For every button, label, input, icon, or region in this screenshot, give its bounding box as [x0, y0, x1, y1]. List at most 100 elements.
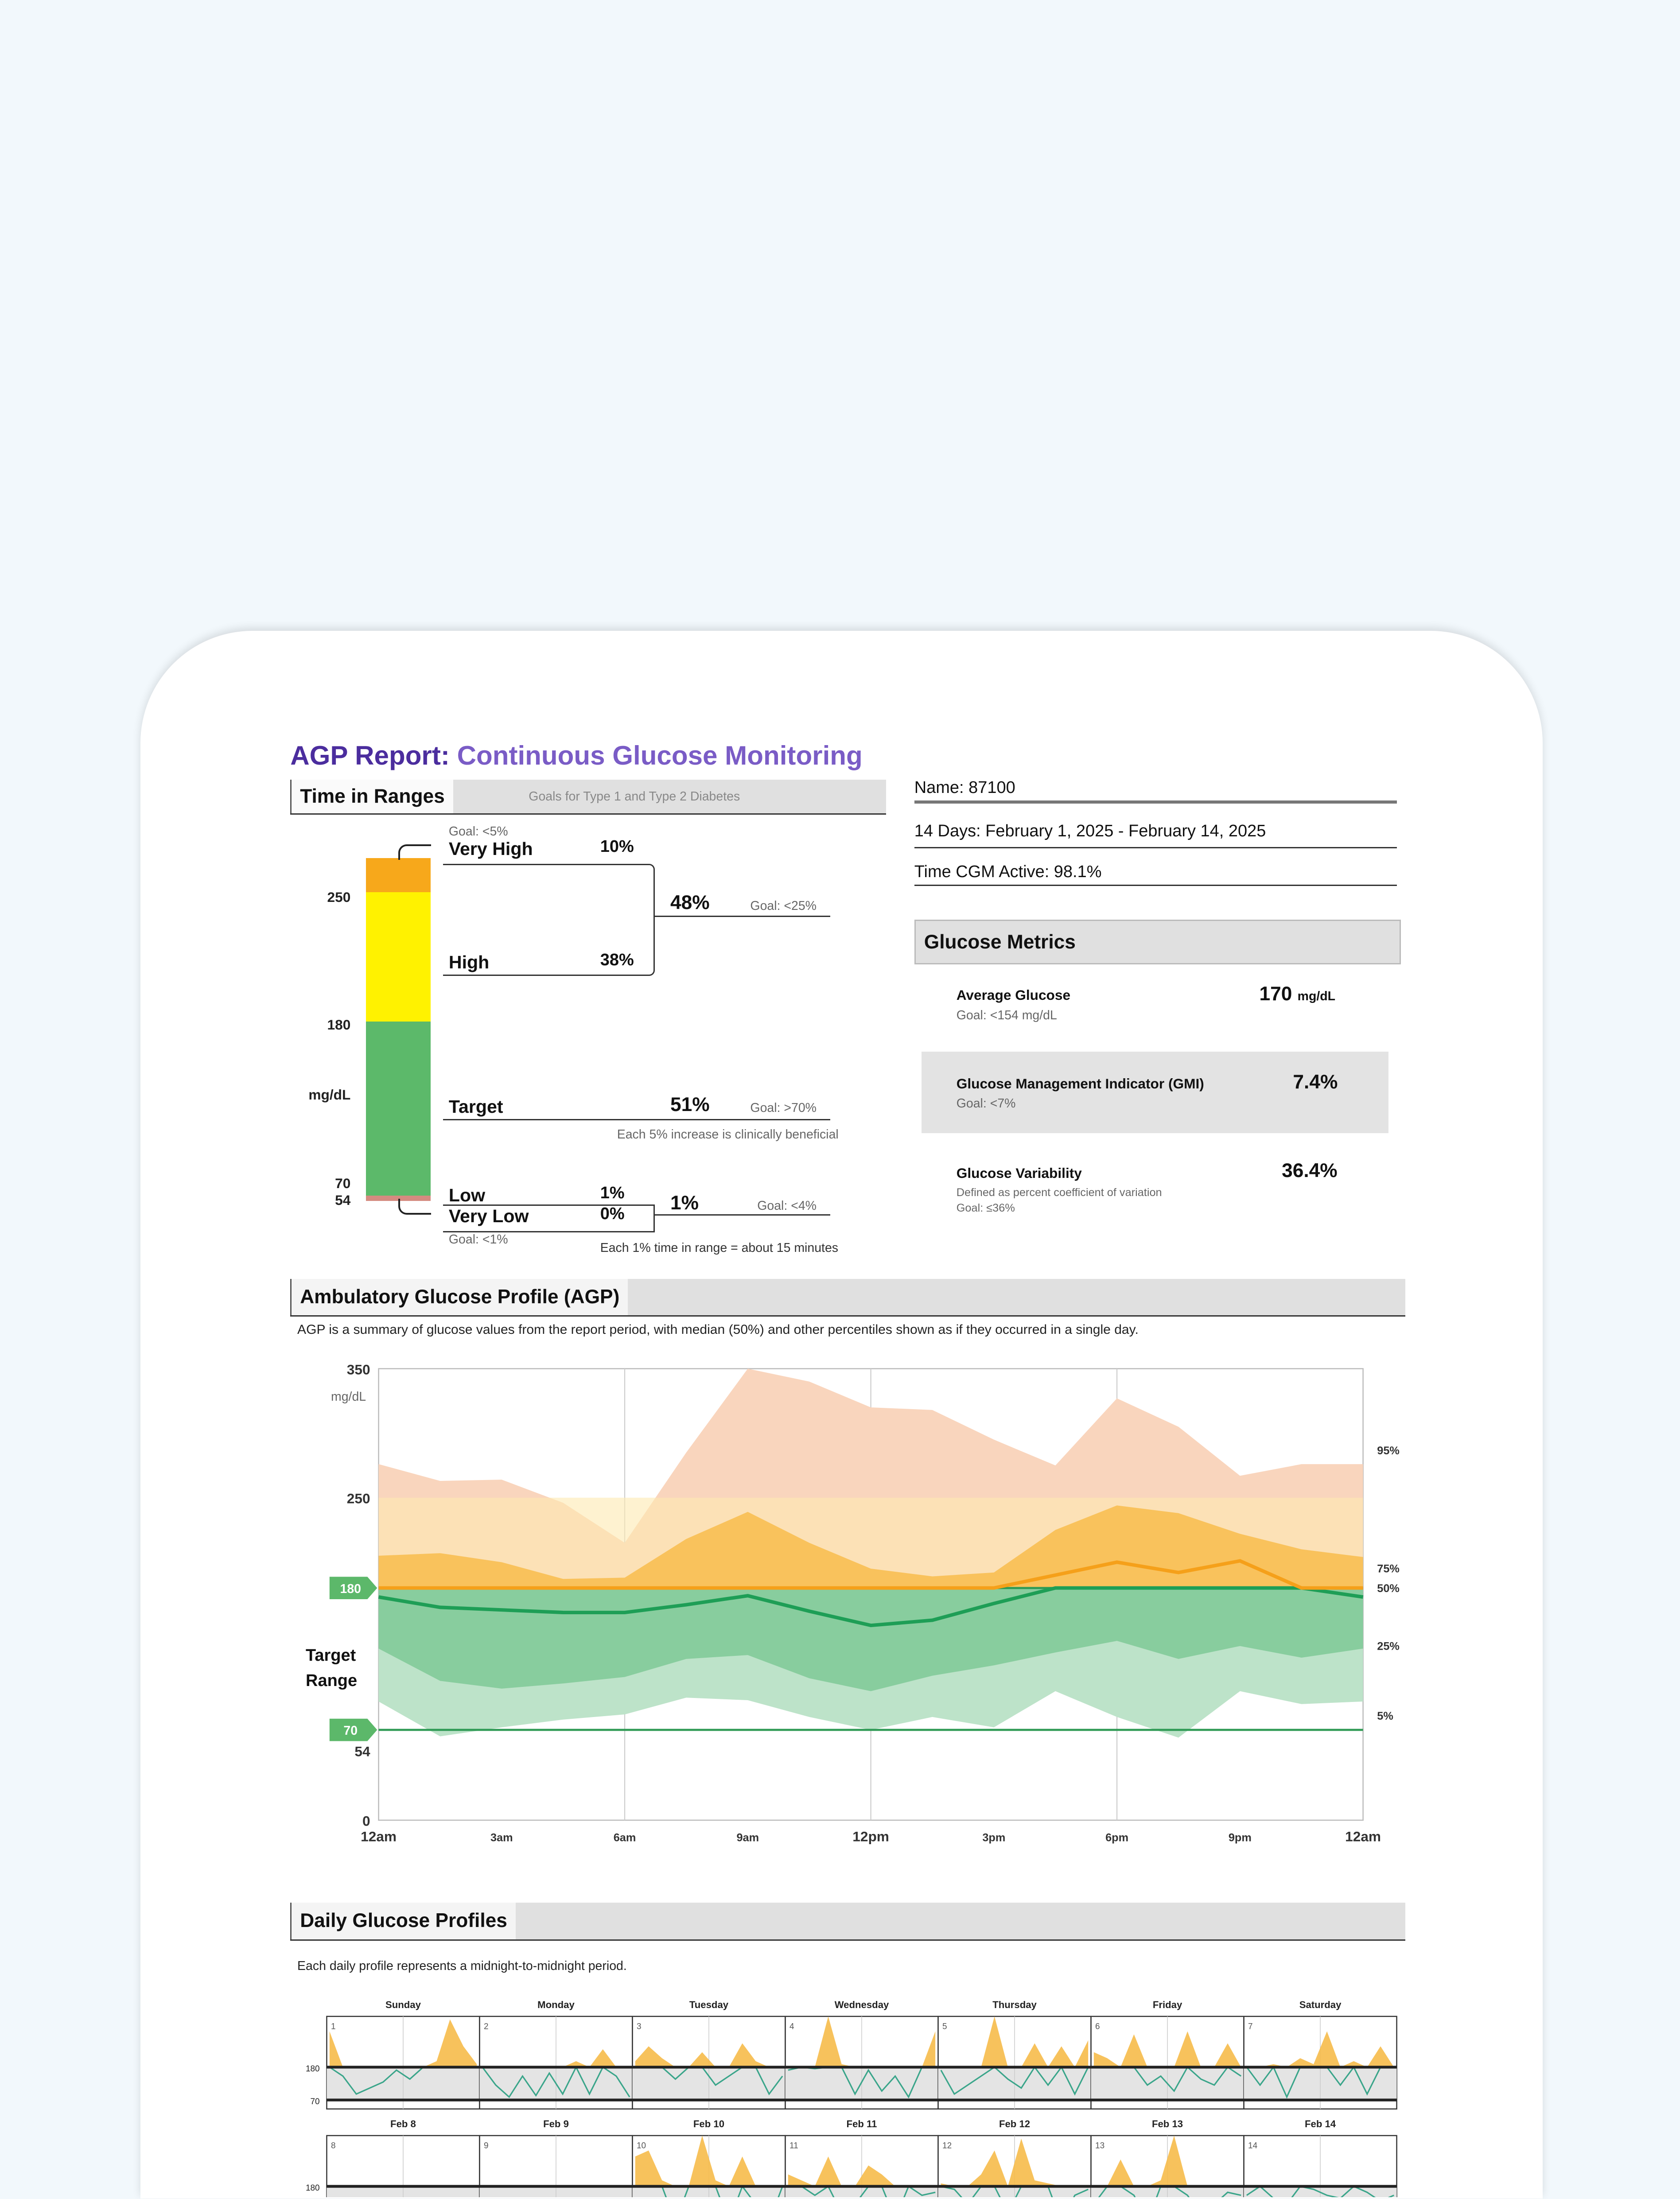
target-pill — [329, 1718, 377, 1741]
target-range-label-2: Range — [306, 1671, 358, 1690]
day-number: 7 — [1248, 2022, 1253, 2031]
day-high-area — [1093, 2135, 1241, 2187]
x-tick-label: 9pm — [1229, 1831, 1252, 1844]
x-tick-label: 6am — [614, 1831, 636, 1844]
day-number: 14 — [1248, 2141, 1257, 2150]
y-tick-label: 350 — [347, 1361, 370, 1377]
weekday-label: Saturday — [1299, 1999, 1342, 2010]
weekday-label: Thursday — [992, 1999, 1037, 2010]
tir-axis-70: 70 — [335, 1175, 351, 1191]
percentile-label: 75% — [1377, 1562, 1400, 1575]
high-label: High — [448, 952, 490, 973]
title-rest: Continuous Glucose Monitoring — [449, 741, 863, 771]
cv-value: 36.4% — [1282, 1159, 1338, 1181]
day-number: 11 — [789, 2141, 798, 2150]
percentile-label: 95% — [1377, 1445, 1400, 1457]
low-bracket-left — [398, 1199, 431, 1215]
x-tick-label: 3pm — [982, 1831, 1005, 1844]
day-high-area — [635, 2135, 783, 2187]
day-number: 8 — [331, 2141, 336, 2150]
x-tick-label: 9am — [737, 1831, 759, 1844]
y-tick-label: 54 — [354, 1743, 370, 1759]
cv-goal: Goal: ≤36% — [956, 1201, 1015, 1214]
x-tick-label: 6pm — [1105, 1831, 1128, 1844]
day-high-area — [635, 2043, 783, 2067]
day-high-area — [1246, 2031, 1394, 2067]
tir-header: Time in Ranges Goals for Type 1 and Type… — [290, 779, 887, 815]
daily-subtitle: Each daily profile represents a midnight… — [297, 1958, 627, 1973]
tir-segment-very-high — [366, 858, 431, 893]
very-low-value: 0% — [600, 1204, 625, 1223]
target-pill — [329, 1577, 377, 1599]
day-in-range-line — [940, 2066, 1089, 2096]
agp-title: Ambulatory Glucose Profile (AGP) — [290, 1278, 628, 1316]
tir-axis-250: 250 — [327, 889, 351, 905]
high-combined-line — [653, 915, 830, 917]
target-range-label: Target — [306, 1646, 356, 1665]
day-in-range-line — [1246, 2185, 1394, 2198]
tir-segment-low — [366, 1195, 431, 1201]
weekday-label: Feb 8 — [390, 2118, 416, 2129]
target-line — [443, 1119, 830, 1121]
very-low-goal: Goal: <1% — [448, 1232, 508, 1247]
avg-glucose-unit: mg/dL — [1297, 989, 1336, 1003]
weekday-label: Feb 13 — [1152, 2118, 1183, 2129]
day-high-area — [482, 2049, 630, 2067]
tir-footnote: Each 1% time in range = about 15 minutes — [600, 1241, 839, 1255]
tir-segment-target — [366, 1022, 431, 1196]
day-number: 5 — [942, 2022, 947, 2031]
weekday-label: Friday — [1153, 1999, 1182, 2010]
day-high-area — [941, 2138, 1089, 2187]
low-bracket — [443, 1204, 655, 1232]
day-number: 10 — [637, 2141, 646, 2150]
weekday-label: Feb 10 — [693, 2118, 724, 2129]
agp-subtitle: AGP is a summary of glucose values from … — [297, 1322, 1139, 1337]
very-low-label: Very Low — [448, 1206, 529, 1227]
weekday-label: Tuesday — [689, 1999, 729, 2010]
very-high-value: 10% — [600, 837, 634, 856]
day-number: 13 — [1095, 2141, 1104, 2150]
daily-profiles-chart: Sunday 1 Monday 2 Tuesday 3 Wednesday 4 Thursday… — [306, 1999, 1397, 2198]
daily-title: Daily Glucose Profiles — [290, 1903, 516, 1939]
tir-stacked-bar — [366, 858, 431, 1201]
day-high-area — [329, 2019, 477, 2067]
high-bracket — [443, 863, 655, 976]
daily-y-tick: 70 — [311, 2097, 320, 2106]
day-number: 1 — [331, 2022, 336, 2031]
low-value: 1% — [600, 1183, 625, 1202]
daily-y-tick: 180 — [306, 2064, 320, 2074]
gmi-box — [921, 1051, 1388, 1133]
day-number: 6 — [1095, 2022, 1100, 2031]
cgm-active: Time CGM Active: 98.1% — [914, 862, 1102, 881]
day-number: 12 — [942, 2141, 952, 2150]
divider — [914, 847, 1397, 848]
day-number: 2 — [484, 2022, 489, 2031]
percentile-label: 25% — [1377, 1640, 1400, 1652]
high-combined-value: 48% — [670, 892, 710, 914]
tir-axis-unit: mg/dL — [308, 1087, 351, 1103]
metrics-title: Glucose Metrics — [924, 931, 1076, 953]
gmi-goal: Goal: <7% — [956, 1096, 1016, 1111]
percentile-label: 5% — [1377, 1710, 1393, 1722]
day-high-area — [788, 2156, 936, 2187]
cv-description: Defined as percent coefficient of variat… — [956, 1186, 1162, 1199]
avg-glucose-value: 170 — [1259, 983, 1292, 1005]
agp-unit: mg/dL — [331, 1389, 366, 1404]
y-tick-label: 250 — [347, 1490, 370, 1506]
tir-title: Time in Ranges — [290, 779, 453, 813]
day-number: 3 — [637, 2022, 642, 2031]
median-line-above-range — [378, 1559, 1363, 1590]
tir-axis-54: 54 — [335, 1192, 351, 1208]
avg-glucose-goal: Goal: <154 mg/dL — [956, 1008, 1057, 1022]
day-in-range-line — [482, 2065, 630, 2098]
target-goal: Goal: >70% — [750, 1100, 817, 1115]
target-pill-label: 180 — [340, 1581, 362, 1596]
area-75th-percentile — [378, 1505, 1363, 1588]
high-value: 38% — [600, 951, 634, 970]
weekday-label: Sunday — [385, 1999, 421, 2010]
daily-header: Daily Glucose Profiles — [290, 1903, 1405, 1941]
patient-name: Name: 87100 — [914, 778, 1015, 797]
x-tick-label: 12am — [1345, 1828, 1381, 1844]
